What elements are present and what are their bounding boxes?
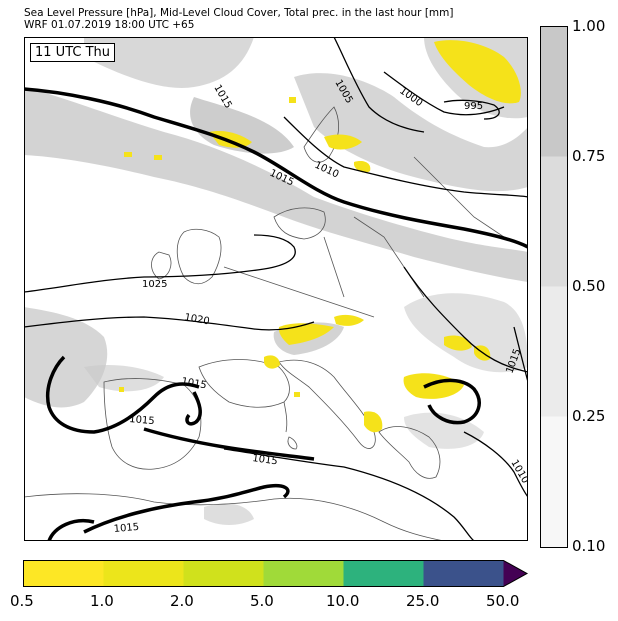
thick-isobar-africa-1 [143, 427, 315, 461]
isobar-label: 1015 [252, 453, 279, 467]
cloud-tick-label: 0.75 [572, 147, 606, 165]
isobar-south [223, 448, 475, 541]
thick-isobar-balkans [423, 378, 481, 425]
cloud-tick-label: 0.50 [572, 277, 606, 295]
isobar-1020 [24, 316, 315, 331]
cloud-bin-0.10-0.25 [540, 416, 568, 548]
isobar-995 [443, 99, 500, 120]
isobar-label: 1025 [142, 279, 167, 290]
cloud-bin-0.75-1.00 [540, 26, 568, 157]
precip-bin-25.0-50.0 [423, 560, 504, 587]
isobar-label: 1015 [180, 376, 207, 391]
precip-bin-over-50 [503, 560, 527, 587]
cloud-tick-label: 1.00 [572, 17, 606, 35]
chart-subtitle: WRF 01.07.2019 18:00 UTC +65 [24, 19, 195, 31]
isobar-label: 1015 [113, 522, 139, 535]
thick-isobar-africa-2 [83, 484, 290, 534]
precip-tick-label: 2.0 [170, 592, 194, 610]
precip-bin-5.0-10.0 [263, 560, 344, 587]
precip-bin-0.5-1.0 [23, 560, 104, 587]
weather-map: 1015 1005 1000 995 1010 1015 1025 1020 1… [24, 37, 528, 541]
precip-tick-label: 1.0 [90, 592, 114, 610]
thick-isobar-iberia [46, 355, 200, 434]
precip-tick-label: 5.0 [250, 592, 274, 610]
precip-bin-1.0-2.0 [103, 560, 184, 587]
thick-isobar-center [185, 391, 202, 426]
cloud-tick-label: 0.25 [572, 407, 606, 425]
precip-tick-label: 25.0 [406, 592, 440, 610]
precipitation-layer [119, 40, 521, 433]
isobar-1000 [383, 71, 505, 116]
precip-bin-10.0-25.0 [343, 560, 424, 587]
precip-tick-label: 0.5 [10, 592, 34, 610]
cloud-bin-0.25-0.50 [540, 286, 568, 417]
isobar-label: 995 [464, 101, 483, 112]
coastline-layer [24, 106, 505, 541]
precipitation-colorbar [23, 560, 529, 587]
thick-isobar-africa-3 [47, 519, 95, 541]
precip-bin-2.0-5.0 [183, 560, 264, 587]
isobar-1015-east [513, 326, 528, 383]
precip-tick-label: 50.0 [486, 592, 520, 610]
isobar-1010 [283, 116, 528, 198]
thick-isobar-north [24, 87, 528, 249]
cloud-bin-0.50-0.75 [540, 156, 568, 287]
isobar-label: 1020 [183, 312, 210, 327]
isobar-label: 1015 [129, 414, 155, 427]
chart-title: Sea Level Pressure [hPa], Mid-Level Clou… [24, 7, 454, 19]
valid-time-label: 11 UTC Thu [30, 43, 115, 62]
isobar-1005 [333, 37, 425, 133]
isobar-1025 [24, 234, 296, 293]
isobar-southeast [403, 266, 528, 373]
isobar-1015-far [463, 431, 528, 498]
cloud-tick-label: 0.10 [572, 537, 606, 555]
cloud-cover-colorbar [540, 26, 568, 548]
precip-tick-label: 10.0 [326, 592, 360, 610]
isobars-layer [24, 37, 528, 541]
